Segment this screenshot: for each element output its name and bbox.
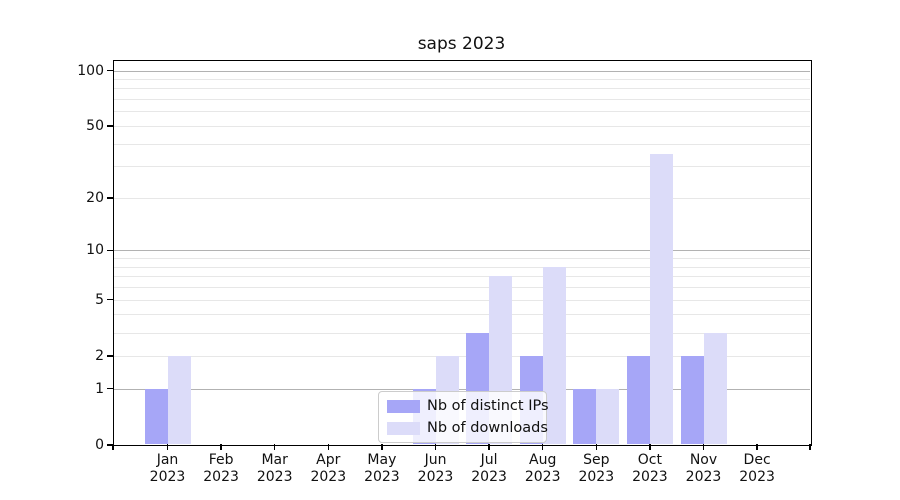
bar-downloads [596, 388, 620, 444]
x-tick-label: Jan 2023 [149, 452, 186, 485]
x-tick-label: Aug 2023 [524, 452, 561, 485]
x-tick-mark [649, 444, 651, 450]
legend-swatch [387, 421, 420, 435]
x-tick-mark [166, 444, 169, 450]
y-tick-label: 0 [95, 437, 104, 453]
y-tick-label: 2 [95, 347, 104, 364]
x-tick-mark [595, 444, 597, 450]
minor-gridline [113, 314, 810, 316]
bar-distinct-ips [626, 355, 650, 444]
y-tick-label: 10 [86, 242, 104, 259]
minor-gridline [113, 88, 810, 90]
y-tick-label: 1 [95, 380, 104, 397]
x-tick-label: Sep 2023 [578, 452, 615, 485]
x-tick-label: May 2023 [364, 452, 400, 485]
bar-distinct-ips [573, 388, 597, 444]
minor-gridline [113, 99, 810, 101]
x-tick-label: Dec 2023 [739, 452, 775, 485]
y-tick-mark [107, 249, 113, 252]
y-tick-mark [107, 69, 113, 72]
x-tick-label: Jun 2023 [417, 452, 454, 485]
minor-gridline [113, 111, 810, 113]
x-tick-mark [220, 444, 222, 450]
major-gridline [113, 388, 810, 390]
legend-swatch [387, 399, 420, 413]
minor-gridline [113, 332, 810, 334]
legend-item: Nb of distinct IPs [387, 397, 549, 415]
legend-item: Nb of downloads [387, 419, 548, 437]
y-tick-mark [107, 125, 113, 127]
minor-gridline [113, 299, 810, 301]
major-gridline [113, 70, 810, 72]
minor-gridline [113, 125, 810, 127]
y-tick-mark [107, 388, 113, 390]
legend: Nb of distinct IPs Nb of downloads [378, 391, 549, 443]
minor-gridline [113, 276, 810, 278]
x-tick-label: Oct 2023 [632, 452, 668, 485]
x-edge-tick-mark [112, 444, 114, 450]
minor-gridline [113, 197, 810, 199]
bar-distinct-ips [680, 355, 704, 444]
y-tick-mark [107, 197, 113, 199]
minor-gridline [113, 287, 810, 289]
x-tick-mark [702, 444, 705, 450]
x-tick-mark [327, 444, 329, 450]
minor-gridline [113, 266, 810, 268]
bar-downloads [703, 332, 727, 444]
y-tick-mark [107, 444, 113, 446]
bar-downloads [542, 266, 566, 444]
y-tick-mark [107, 298, 113, 301]
x-tick-mark [274, 444, 276, 450]
x-tick-mark [488, 444, 490, 450]
y-tick-label: 20 [86, 189, 104, 206]
x-tick-label: Mar 2023 [256, 452, 293, 485]
y-tick-label: 5 [95, 291, 104, 308]
legend-label: Nb of distinct IPs [427, 398, 549, 414]
x-edge-tick-mark [809, 444, 811, 450]
x-tick-label: Jul 2023 [471, 452, 507, 485]
chart-title: saps 2023 [417, 34, 506, 54]
x-tick-mark [756, 444, 758, 450]
x-tick-label: Nov 2023 [685, 452, 722, 485]
bar-downloads [167, 355, 191, 444]
x-tick-mark [542, 444, 544, 450]
y-tick-label: 100 [77, 62, 104, 79]
y-tick-mark [107, 355, 113, 357]
minor-gridline [113, 143, 810, 145]
y-tick-label: 50 [86, 117, 104, 134]
bar-downloads [649, 154, 673, 444]
x-tick-mark [434, 444, 437, 450]
minor-gridline [113, 78, 810, 80]
minor-gridline [113, 166, 810, 168]
x-tick-label: Feb 2023 [203, 452, 239, 485]
bar-distinct-ips [144, 388, 168, 444]
x-tick-mark [381, 444, 383, 450]
major-gridline [113, 250, 810, 252]
legend-label: Nb of downloads [427, 420, 548, 436]
minor-gridline [113, 258, 810, 260]
x-tick-label: Apr 2023 [310, 452, 347, 485]
minor-gridline [113, 355, 810, 357]
